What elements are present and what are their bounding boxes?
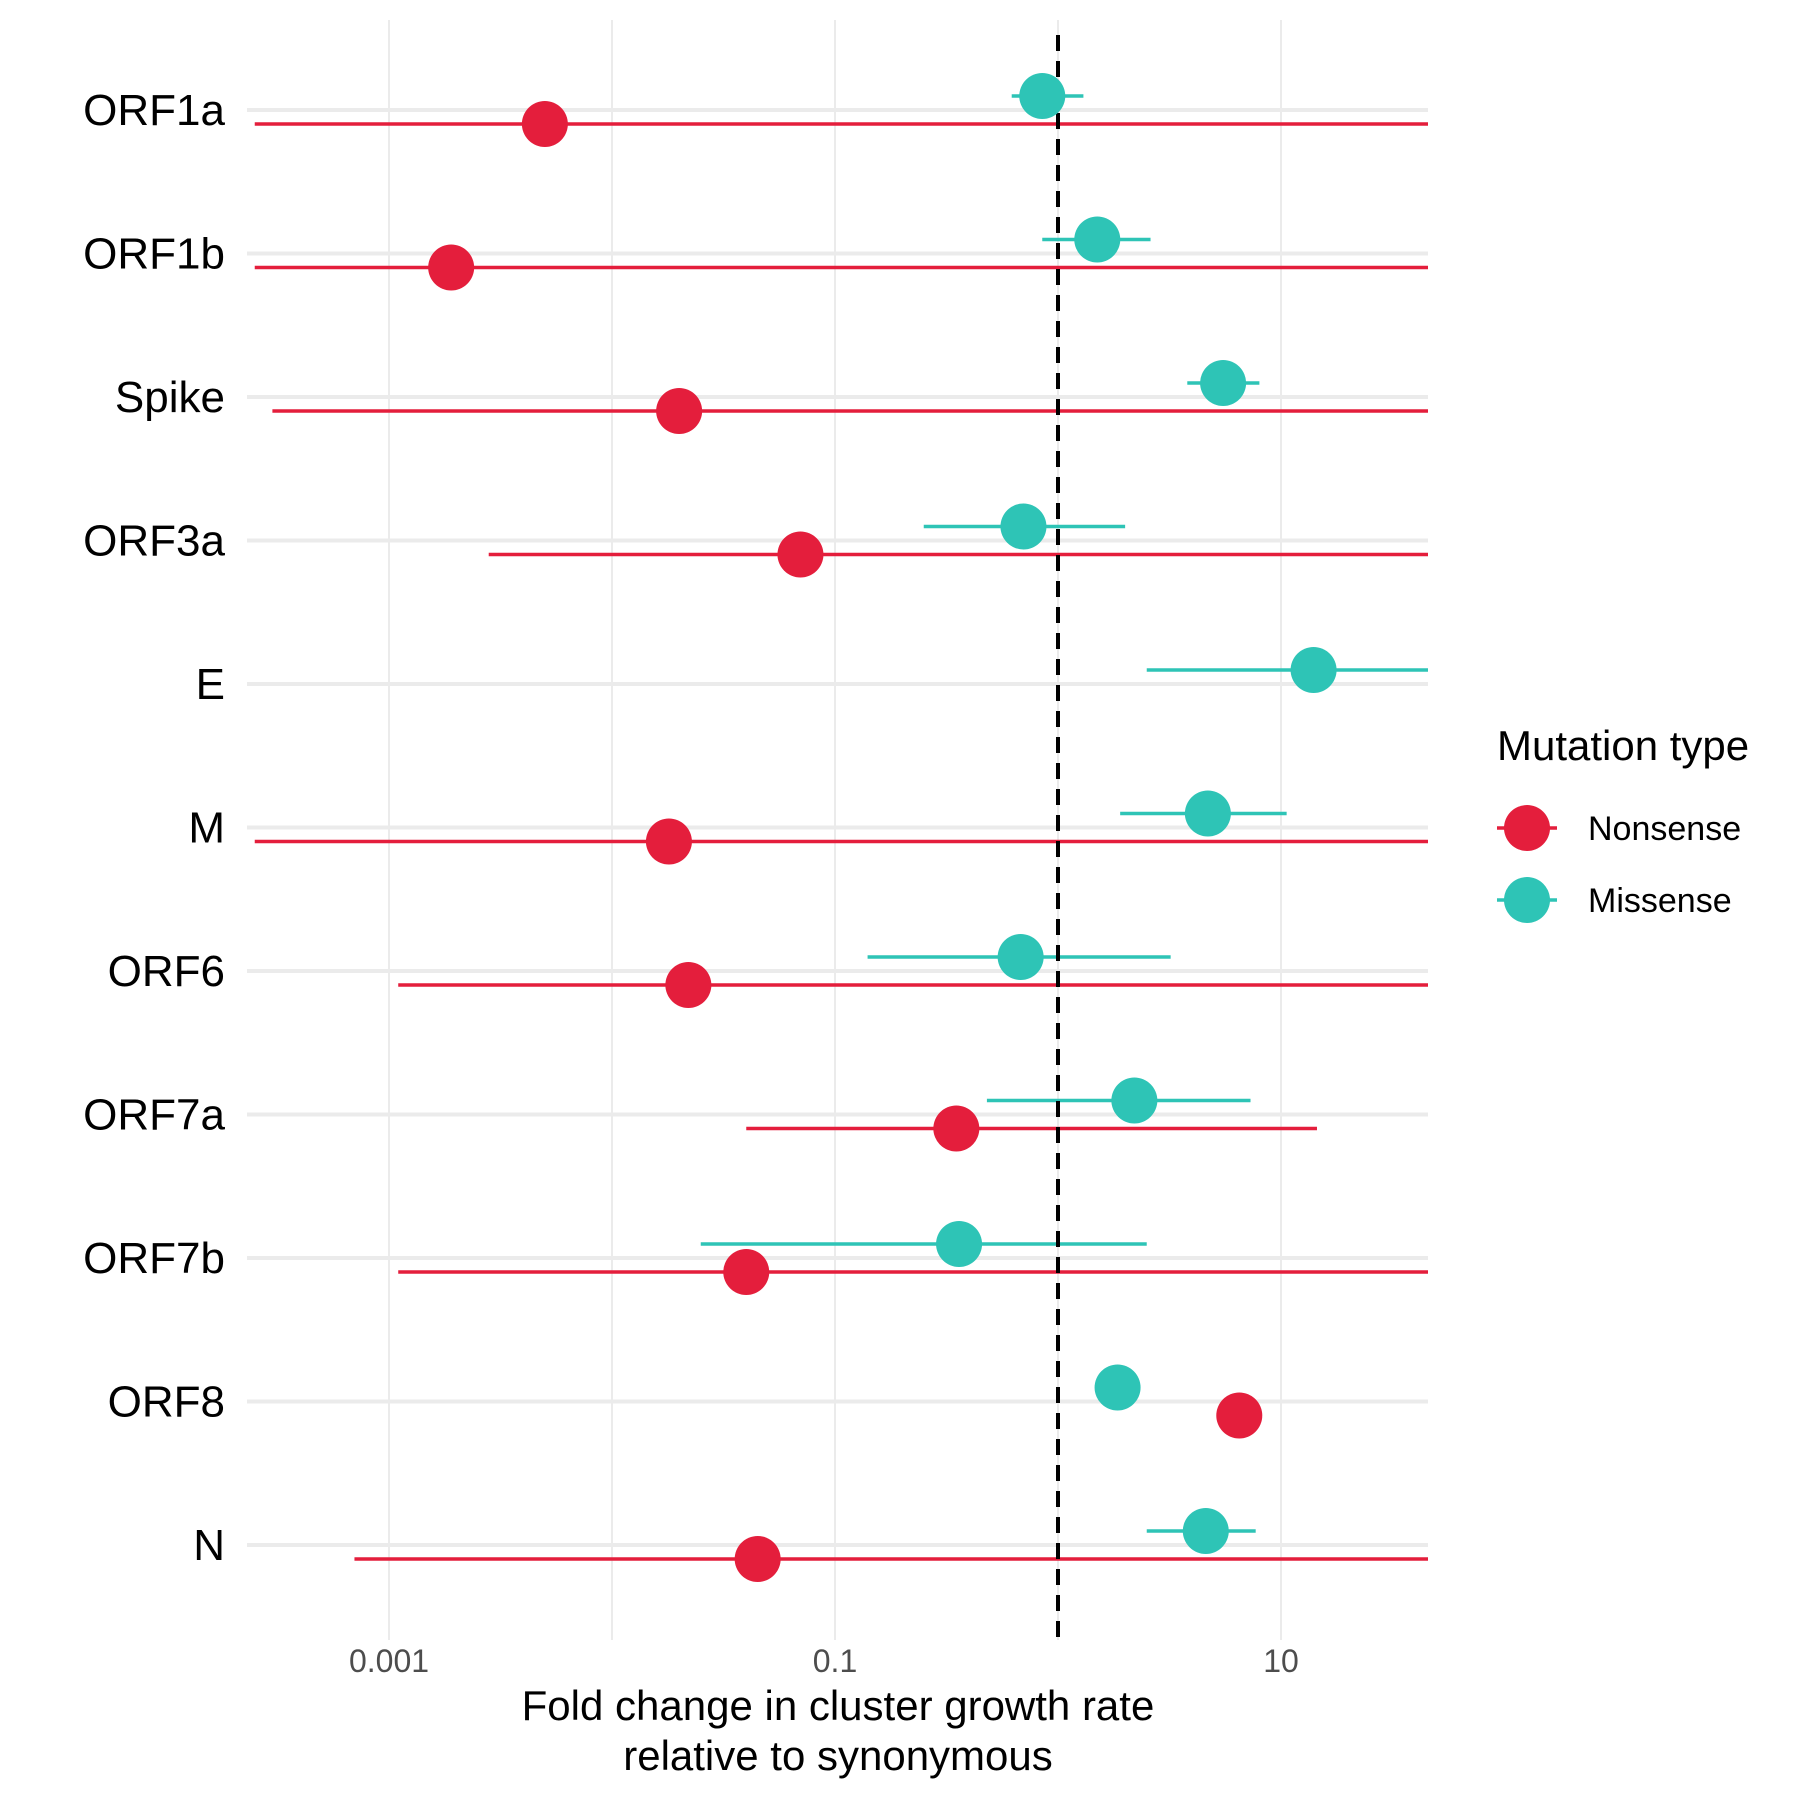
x-tick-label: 0.1 <box>813 1643 857 1679</box>
x-tick-label: 0.001 <box>349 1643 429 1679</box>
y-tick-label: M <box>188 804 225 853</box>
error-bars <box>254 94 1428 1561</box>
data-point <box>1094 1364 1141 1411</box>
data-point <box>933 1105 980 1152</box>
data-point <box>1000 503 1047 550</box>
y-tick-labels: ORF1a ORF1b Spike ORF3a E M ORF6 ORF7a ORF7b ORF8… <box>83 86 225 1570</box>
x-tick-labels: 0.001 0.1 10 <box>349 1643 1299 1679</box>
x-axis-title-line-1: Fold change in cluster growth rate <box>522 1682 1155 1729</box>
y-tick-label: ORF3a <box>83 517 225 566</box>
y-tick-label: Spike <box>115 373 225 422</box>
data-points <box>428 73 1337 1582</box>
y-tick-label: ORF7b <box>83 1234 225 1283</box>
legend-key-point <box>1504 877 1550 923</box>
y-tick-label: E <box>196 660 225 709</box>
y-tick-label: ORF7a <box>83 1091 225 1140</box>
y-tick-label: ORF1b <box>83 230 225 279</box>
x-axis-title-line-2: relative to synonymous <box>623 1732 1053 1779</box>
legend: Mutation type Nonsense Missense <box>1497 722 1749 923</box>
data-point <box>645 818 692 865</box>
y-tick-label: ORF8 <box>108 1378 225 1427</box>
legend-label: Nonsense <box>1588 810 1741 848</box>
data-point <box>1019 73 1066 119</box>
data-point <box>777 531 824 578</box>
legend-key-point <box>1504 805 1550 851</box>
x-tick-label: 10 <box>1263 1643 1299 1679</box>
data-point <box>1182 1508 1229 1554</box>
data-point <box>521 101 568 147</box>
data-point <box>656 388 703 434</box>
data-point <box>1074 216 1121 263</box>
data-point <box>734 1536 781 1582</box>
y-tick-label: N <box>193 1521 225 1570</box>
data-point <box>1200 360 1247 406</box>
y-tick-label: ORF1a <box>83 86 225 135</box>
data-point <box>665 962 712 1008</box>
data-point <box>428 244 475 291</box>
data-point <box>1111 1077 1158 1124</box>
data-point <box>1216 1392 1263 1439</box>
data-point <box>936 1221 983 1267</box>
data-point <box>1184 790 1231 837</box>
data-point <box>723 1249 770 1295</box>
data-point <box>997 934 1044 980</box>
grid-lines <box>247 20 1428 1640</box>
y-tick-label: ORF6 <box>108 947 225 996</box>
data-point <box>1290 647 1337 693</box>
legend-label: Missense <box>1588 882 1732 920</box>
legend-title: Mutation type <box>1497 722 1749 769</box>
